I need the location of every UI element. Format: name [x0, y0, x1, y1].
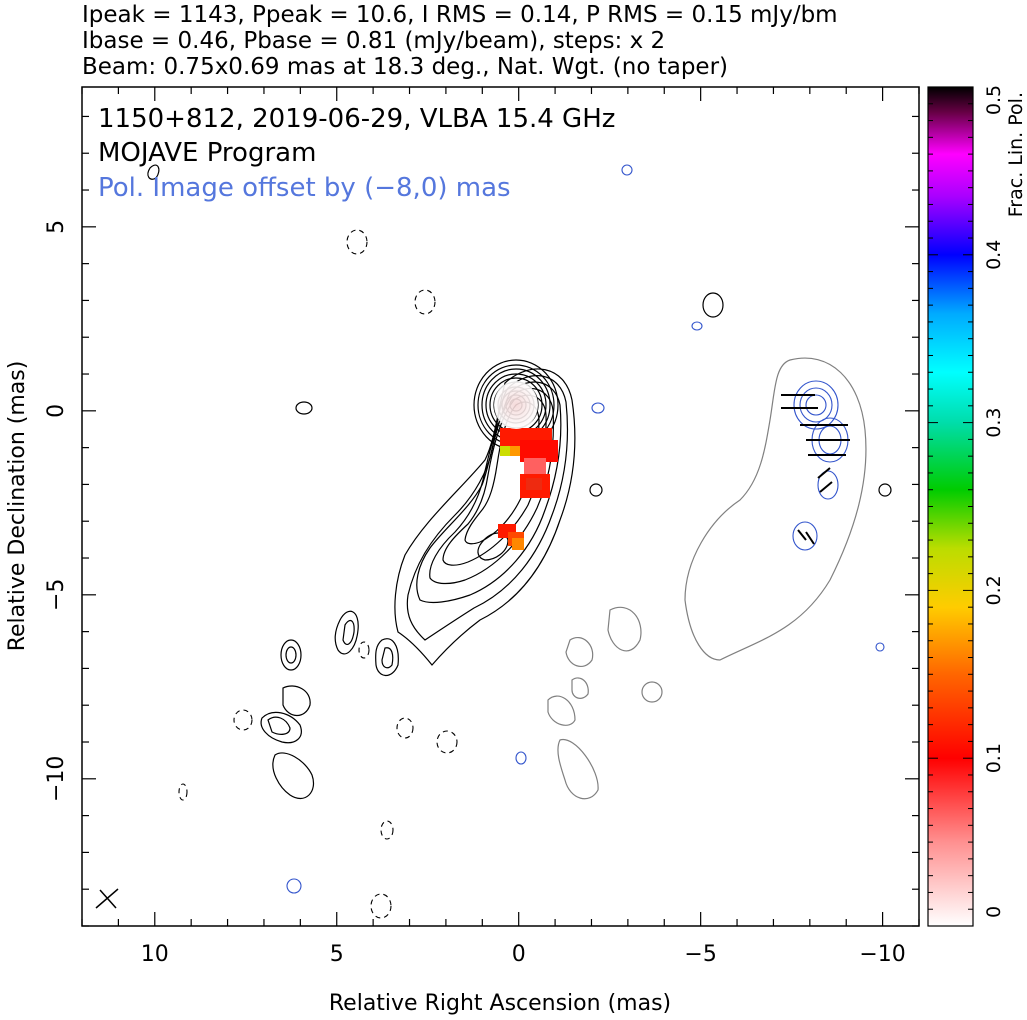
beam-minor-axis — [99, 889, 117, 909]
x-tick-label: 5 — [330, 942, 344, 967]
y-tick-label: −10 — [44, 756, 69, 802]
colorbar-tick-label: 0.1 — [983, 743, 1005, 773]
y-tick-label: −5 — [44, 579, 69, 611]
pol-contour-11 — [515, 751, 527, 765]
pol-contour-6 — [817, 470, 839, 500]
colorbar-tick-label: 0.5 — [983, 85, 1005, 115]
blob-9 — [267, 716, 291, 735]
y-tick-label: 0 — [44, 404, 69, 418]
pol-outline-4 — [547, 695, 576, 726]
blob-1 — [334, 610, 359, 655]
pol-offset-annotation: Pol. Image offset by (−8,0) mas — [98, 173, 511, 203]
chart-title: 1150+812, 2019-06-29, VLBA 15.4 GHz — [98, 104, 615, 134]
jet-contour-4 — [429, 387, 554, 585]
pol-contour-12 — [286, 878, 302, 894]
blob-2 — [342, 619, 355, 645]
chart-subtitle: MOJAVE Program — [98, 138, 316, 168]
jet-contour-2 — [406, 375, 569, 641]
colorbar-tick-label: 0.2 — [983, 575, 1005, 605]
header-line-2: Ibase = 0.46, Pbase = 0.81 (mJy/beam), s… — [82, 28, 666, 54]
pol-image-outline — [547, 357, 867, 800]
colorbar — [927, 86, 974, 927]
header-line-3: Beam: 0.75x0.69 mas at 18.3 deg., Nat. W… — [82, 54, 728, 80]
blob-4 — [381, 647, 394, 669]
blob-11 — [295, 401, 313, 415]
blob-5 — [280, 639, 302, 671]
neg-contour-9 — [358, 641, 370, 659]
blob-13 — [589, 483, 603, 497]
pol-outline-main — [684, 357, 867, 661]
header-line-1: Ipeak = 1143, Ppeak = 10.6, I RMS = 0.14… — [82, 2, 838, 28]
pol-contour-13 — [591, 402, 605, 414]
plot-area — [95, 164, 892, 919]
pol-outline-7 — [641, 681, 663, 703]
x-tick-label: 10 — [141, 942, 169, 967]
neg-contour-2 — [414, 289, 436, 315]
blob-6 — [285, 646, 297, 664]
pol-outline-3 — [565, 637, 594, 668]
neg-contour-5 — [436, 730, 458, 754]
jet-knot-contour — [477, 532, 509, 561]
x-tick-label: −5 — [684, 942, 716, 967]
blob-15 — [147, 164, 160, 180]
colorbar-label: Frac. Lin. Pol. — [1005, 92, 1027, 217]
beam-cross — [95, 888, 119, 909]
evpa-tick-8 — [797, 529, 807, 541]
pol-outline-6 — [571, 677, 589, 699]
colorbar-ticks: 0 0.1 0.2 0.3 0.4 0.5 — [928, 85, 1005, 927]
colorbar-tick-label: 0.4 — [983, 240, 1005, 270]
neg-contour-8 — [178, 783, 188, 801]
pol-contour-8 — [691, 321, 703, 331]
neg-contour-4 — [396, 717, 414, 739]
pol-contour-1 — [793, 380, 839, 430]
negative-contours — [178, 229, 458, 919]
pol-outline-2 — [607, 606, 642, 652]
y-axis-ticks: 5 0 −5 −10 — [44, 115, 919, 927]
pol-contour-9 — [621, 164, 633, 176]
colorbar-tick-label: 0.3 — [983, 407, 1005, 437]
frac-pol-pixels — [498, 428, 558, 550]
y-axis-title: Relative Declination (mas) — [5, 361, 30, 652]
evpa-tick-9 — [805, 531, 815, 545]
evpa-ticks — [781, 394, 850, 545]
pol-outline-5 — [557, 739, 599, 800]
blob-10 — [272, 752, 314, 800]
blob-7 — [282, 685, 311, 717]
pol-contour-3 — [805, 394, 827, 416]
fp-pixel-7 — [526, 478, 542, 490]
neg-contour-6 — [380, 820, 394, 840]
neg-contour-1 — [346, 229, 368, 255]
evpa-tick-7 — [819, 481, 833, 493]
x-tick-label: 0 — [512, 942, 526, 967]
neg-contour-3 — [233, 709, 253, 731]
pol-contour-10 — [875, 642, 885, 652]
neg-contour-7 — [370, 893, 392, 919]
blob-3 — [375, 638, 399, 677]
x-axis-title: Relative Right Ascension (mas) — [329, 991, 671, 1016]
core-tint — [494, 381, 538, 429]
fp-pixel-5 — [524, 458, 546, 474]
pol-contour-7 — [792, 521, 818, 551]
plot-frame — [81, 86, 920, 927]
blob-14 — [878, 483, 892, 497]
pol-contour-2 — [799, 387, 833, 423]
blob-12 — [702, 292, 724, 318]
fp-pixel-10 — [512, 538, 524, 550]
x-tick-label: −10 — [859, 942, 905, 967]
fp-pixel-3 — [500, 446, 512, 456]
x-axis-ticks: 10 5 0 −5 −10 — [81, 87, 920, 967]
colorbar-tick-label: 0 — [983, 906, 1005, 918]
y-tick-label: 5 — [44, 220, 69, 234]
blob-8 — [260, 711, 302, 744]
evpa-tick-6 — [817, 467, 831, 479]
fp-pixel-4 — [510, 446, 520, 456]
fp-pixel-2 — [520, 440, 558, 462]
jet-contour-outer — [394, 368, 576, 666]
